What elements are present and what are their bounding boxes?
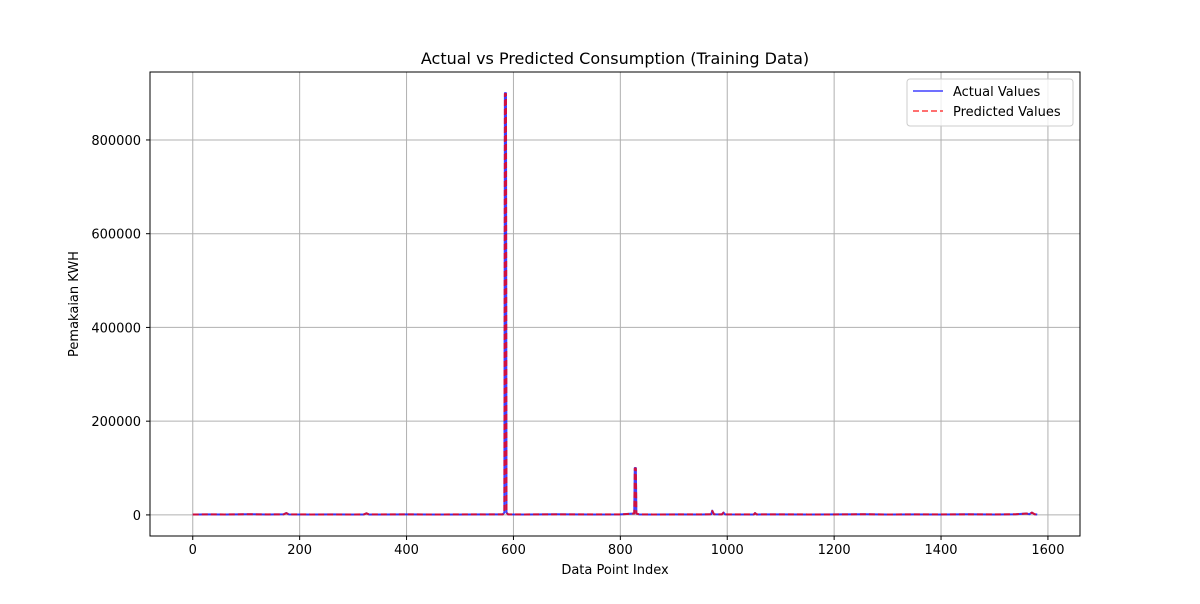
x-tick-label: 600	[501, 543, 526, 558]
legend-label-actual: Actual Values	[953, 85, 1041, 100]
grid-layer	[150, 72, 1080, 536]
x-tick-label: 200	[287, 543, 312, 558]
chart-title: Actual vs Predicted Consumption (Trainin…	[421, 49, 809, 68]
ticks-layer: 0 200 400 600 800 1000 1200 1400 1600 0 200000 4000…	[91, 134, 1064, 558]
axes-frame	[149, 71, 1081, 537]
x-tick-label: 800	[608, 543, 633, 558]
y-tick-label: 0	[133, 509, 141, 524]
y-tick-label: 600000	[91, 228, 141, 243]
legend: Actual Values Predicted Values	[906, 78, 1074, 127]
series-line-predicted	[192, 93, 1038, 516]
x-tick-label: 400	[394, 543, 419, 558]
series-layer	[192, 92, 1038, 516]
series-line-actual	[192, 92, 1038, 516]
x-tick-label: 1400	[924, 543, 957, 558]
x-tick-label: 1600	[1031, 543, 1064, 558]
y-axis-label: Pemakaian KWH	[67, 251, 82, 357]
legend-box	[906, 78, 1074, 127]
y-tick-label: 800000	[91, 134, 141, 149]
y-tick-label: 200000	[91, 415, 141, 430]
x-axis-label: Data Point Index	[561, 563, 669, 578]
y-tick-label: 400000	[91, 321, 141, 336]
legend-label-predicted: Predicted Values	[953, 105, 1061, 120]
x-tick-label: 0	[189, 543, 197, 558]
x-tick-label: 1200	[818, 543, 851, 558]
x-tick-label: 1000	[711, 543, 744, 558]
